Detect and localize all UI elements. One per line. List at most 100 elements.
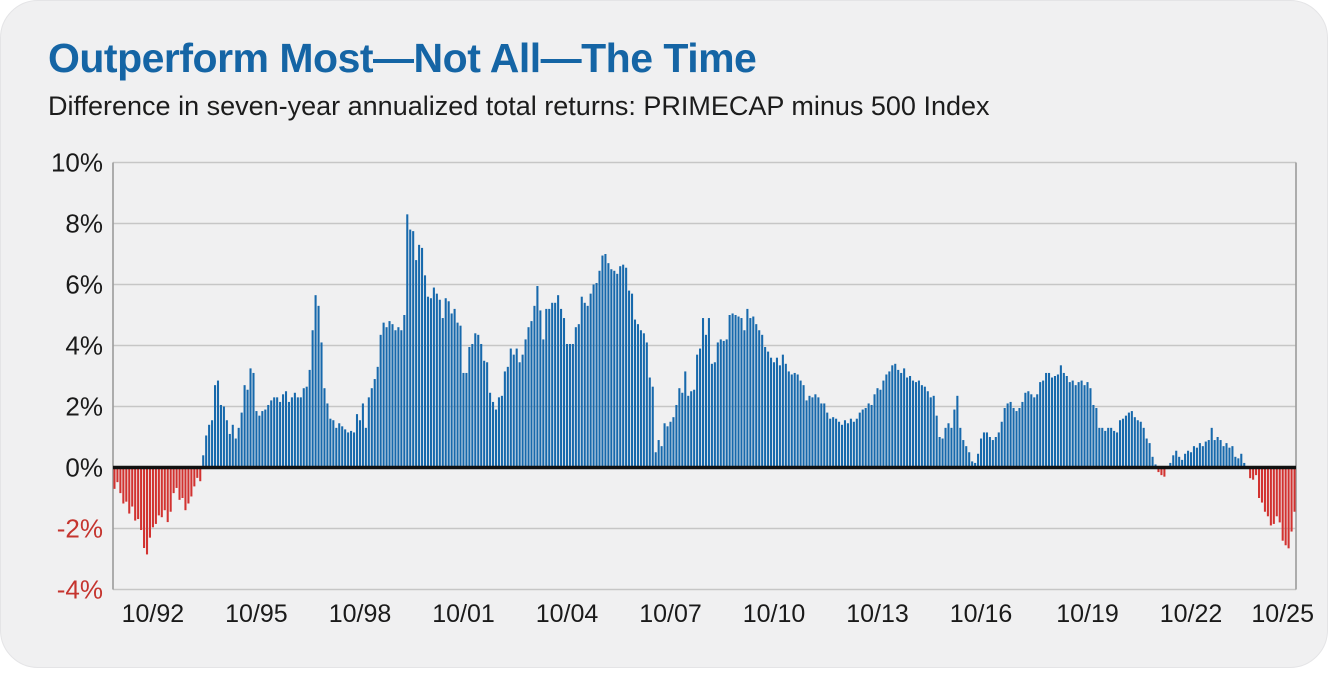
bar [770,357,773,468]
bar [858,412,861,468]
bar [379,334,382,468]
bar [1237,458,1240,468]
bar [1133,417,1136,468]
bar [873,394,876,468]
bar [728,315,731,468]
bar [187,467,190,504]
bar [116,467,119,483]
bar [663,423,666,468]
bar [1142,427,1145,468]
bar [589,293,592,468]
x-tick-label: 10/95 [225,600,288,628]
bar [1175,450,1178,468]
bar [1293,467,1296,512]
bar [639,330,642,468]
bar [592,284,595,468]
bar [681,392,684,468]
bar [1118,420,1122,468]
bar [471,343,474,468]
bar [140,467,143,531]
x-tick-label: 10/19 [1056,600,1119,628]
bar [560,308,563,468]
bar [293,392,296,468]
bar [687,395,690,468]
bar [1083,385,1086,468]
bar [211,420,214,468]
bar [376,366,379,468]
bar [1074,385,1077,468]
bar [418,244,421,468]
bar [1281,467,1284,541]
bar [888,371,891,468]
bar [119,467,122,494]
bar [752,316,755,468]
bar [805,400,808,468]
bar [764,347,767,468]
y-tick-label: 8% [65,209,103,239]
bar [879,389,882,468]
bar [1172,455,1175,468]
x-tick-label: 10/01 [432,600,495,628]
bar [542,339,545,468]
bar [772,362,776,468]
bar [1080,380,1083,468]
bar [971,461,974,468]
bar [468,347,471,468]
bar [1027,391,1030,468]
y-tick-label: 4% [65,331,103,361]
bar [767,351,770,468]
bar [843,420,847,468]
bar [444,298,447,468]
bar [758,330,761,468]
bar [1107,427,1110,468]
bar [1169,462,1172,468]
bar [1290,467,1293,532]
bar [977,453,980,468]
bar [968,452,971,468]
bar [264,409,267,468]
bar [145,467,149,555]
bar [483,360,486,468]
bar [835,418,838,468]
bar [134,467,137,521]
bar [426,296,430,468]
bar [903,368,906,468]
bar [829,418,832,468]
x-tick-label: 10/16 [950,600,1013,628]
bar [287,401,291,468]
x-tick-label: 10/10 [743,600,806,628]
bar [713,362,716,468]
bar [545,308,548,468]
bar [160,467,163,518]
bar [234,438,237,468]
bar [453,308,456,468]
bar [518,362,521,468]
bar [707,318,710,468]
bar [994,437,997,468]
bar [148,467,151,538]
bar [447,301,450,468]
bar [1139,421,1142,468]
bar [648,377,651,468]
bar [246,389,249,468]
bar [636,324,639,468]
bar [716,342,719,468]
bar [273,397,276,468]
bar [699,348,702,468]
bar [527,327,530,468]
bar [906,377,909,468]
bar [672,417,675,468]
bar [225,420,228,468]
bar [178,467,181,500]
bar [929,397,932,468]
bar [962,440,965,468]
bar [474,333,477,468]
bar [746,308,749,468]
bar [533,305,536,468]
bar [163,467,166,511]
bar [391,324,394,468]
bar [231,424,234,468]
bar [979,438,983,468]
bar [423,275,427,468]
